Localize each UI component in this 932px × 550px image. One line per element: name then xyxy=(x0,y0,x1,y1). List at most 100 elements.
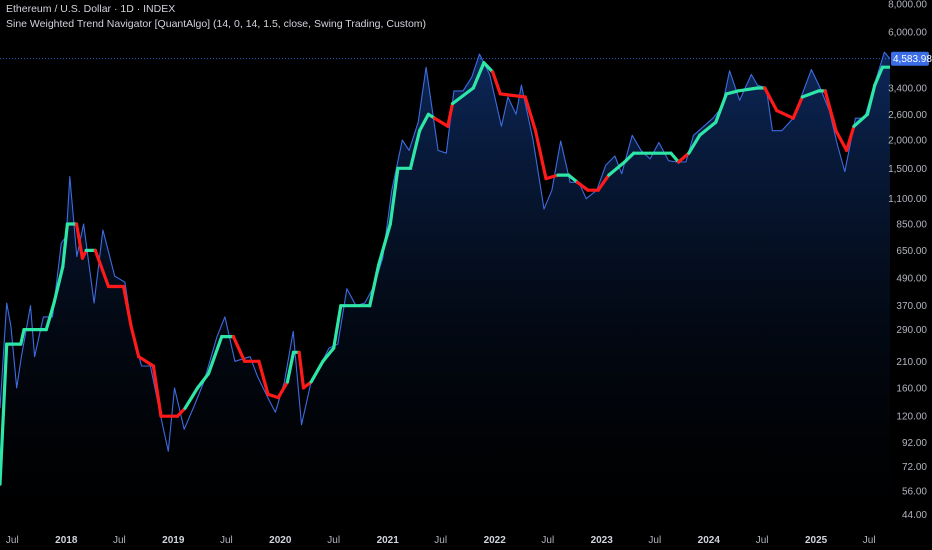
x-tick-label: Jul xyxy=(434,535,447,546)
trend-segment-up xyxy=(622,151,636,164)
price-axis[interactable]: 8,000.00 6,000.00 3,400.00 2,600.00 2,000.00… xyxy=(888,0,927,521)
trend-segment-up xyxy=(852,112,870,128)
trend-segment-down xyxy=(446,101,455,128)
price-line xyxy=(0,51,890,452)
y-tick-label: 56.00 xyxy=(902,487,927,498)
trend-segment-down xyxy=(791,95,804,120)
trend-segment-up xyxy=(321,346,336,363)
indicator-legend[interactable]: Sine Weighted Trend Navigator [QuantAlgo… xyxy=(6,18,427,30)
trend-segment-up xyxy=(687,133,702,155)
y-tick-label: 92.00 xyxy=(902,438,927,449)
trend-segment-down xyxy=(775,108,795,120)
y-tick-label: 44.00 xyxy=(902,510,927,521)
x-tick-label: 2025 xyxy=(805,535,828,546)
trend-segment-down xyxy=(74,222,85,260)
trend-segment-up xyxy=(418,112,430,133)
trend-segment-down xyxy=(175,406,187,418)
y-tick-label: 8,000.00 xyxy=(888,0,927,11)
trend-segment-up xyxy=(285,350,296,384)
trend-segment-down xyxy=(491,70,502,96)
trend-segment-up xyxy=(377,222,392,267)
trend-segment-up xyxy=(0,342,9,486)
trend-segment-down xyxy=(498,92,527,99)
x-tick-label: Jul xyxy=(648,535,661,546)
trend-segment-up xyxy=(698,120,718,137)
trend-segment-up xyxy=(408,129,422,170)
trend-segment-up xyxy=(388,166,400,226)
y-tick-label: 120.00 xyxy=(896,412,927,423)
trend-segment-down xyxy=(596,173,611,192)
trend-segment-up xyxy=(865,83,877,116)
last-price-tag[interactable] xyxy=(891,51,929,66)
x-tick-label: Jul xyxy=(6,535,19,546)
trend-segment-down xyxy=(137,355,155,368)
trend-segment-up xyxy=(183,386,200,410)
trend-segment-up xyxy=(669,151,681,164)
last-price-label: 4,583.98 xyxy=(893,54,932,65)
y-tick-label: 72.00 xyxy=(902,462,927,473)
y-tick-label: 160.00 xyxy=(896,383,927,394)
trend-segment-down xyxy=(834,129,849,152)
trend-segment-up xyxy=(44,301,56,332)
x-tick-label: Jul xyxy=(756,535,769,546)
x-tick-label: 2022 xyxy=(484,535,507,546)
trend-segment-down xyxy=(257,359,270,396)
trend-segment-down xyxy=(544,173,560,181)
trend-segment-down xyxy=(433,116,450,128)
trend-segment-up xyxy=(61,222,70,269)
y-tick-label: 650.00 xyxy=(896,246,927,257)
trend-segment-down xyxy=(301,380,313,390)
trend-segment-down xyxy=(151,364,163,418)
trend-line-layer xyxy=(0,61,890,486)
price-area-fill xyxy=(0,52,890,522)
x-tick-label: 2019 xyxy=(162,535,185,546)
x-tick-label: 2023 xyxy=(591,535,614,546)
trend-segment-down xyxy=(523,95,538,133)
y-tick-label: 2,600.00 xyxy=(888,110,927,121)
x-tick-label: Jul xyxy=(863,535,876,546)
price-area xyxy=(0,52,890,522)
x-tick-label: Jul xyxy=(327,535,340,546)
trend-segment-up xyxy=(566,173,580,184)
trend-segment-up xyxy=(714,92,729,124)
trend-segment-up xyxy=(450,86,475,106)
trend-segment-down xyxy=(823,89,838,133)
y-tick-label: 2,000.00 xyxy=(888,136,927,147)
trend-segment-up xyxy=(19,328,26,346)
price-line-layer xyxy=(0,51,890,452)
trend-segment-up xyxy=(52,265,65,305)
trend-segment-down xyxy=(844,124,856,152)
trend-segment-down xyxy=(266,392,280,400)
x-tick-label: 2021 xyxy=(377,535,400,546)
y-tick-label: 1,500.00 xyxy=(888,164,927,175)
trend-segment-down xyxy=(676,151,691,164)
trend-segment-up xyxy=(482,61,495,74)
trend-segment-down xyxy=(533,129,548,181)
trend-segment-down xyxy=(575,180,590,192)
y-tick-label: 850.00 xyxy=(896,220,927,231)
trend-segment-down xyxy=(121,284,133,328)
trend-segment-down xyxy=(231,335,247,363)
last-price-line-layer: 4,583.98 xyxy=(0,51,932,66)
y-tick-label: 290.00 xyxy=(896,325,927,336)
trend-segment-down xyxy=(276,380,289,400)
trend-segment-up xyxy=(736,86,760,93)
x-tick-label: Jul xyxy=(541,535,554,546)
trend-segment-down xyxy=(93,248,111,289)
y-tick-label: 370.00 xyxy=(896,301,927,312)
x-tick-label: 2024 xyxy=(698,535,721,546)
time-axis[interactable]: Jul 2018 Jul 2019 Jul 2020 Jul 2021 Jul 2022 Jul 20… xyxy=(6,535,876,546)
x-tick-label: 2018 xyxy=(55,535,78,546)
trend-segment-up xyxy=(471,61,486,90)
trend-segment-up xyxy=(309,359,325,384)
trend-segment-up xyxy=(607,160,627,177)
trend-segment-down xyxy=(129,324,141,359)
x-tick-label: Jul xyxy=(220,535,233,546)
trend-segment-up xyxy=(368,263,381,308)
trend-segment-up xyxy=(873,65,885,87)
symbol-title[interactable]: Ethereum / U.S. Dollar · 1D · INDEX xyxy=(6,3,176,15)
y-tick-label: 6,000.00 xyxy=(888,28,927,39)
y-tick-label: 3,400.00 xyxy=(888,84,927,95)
